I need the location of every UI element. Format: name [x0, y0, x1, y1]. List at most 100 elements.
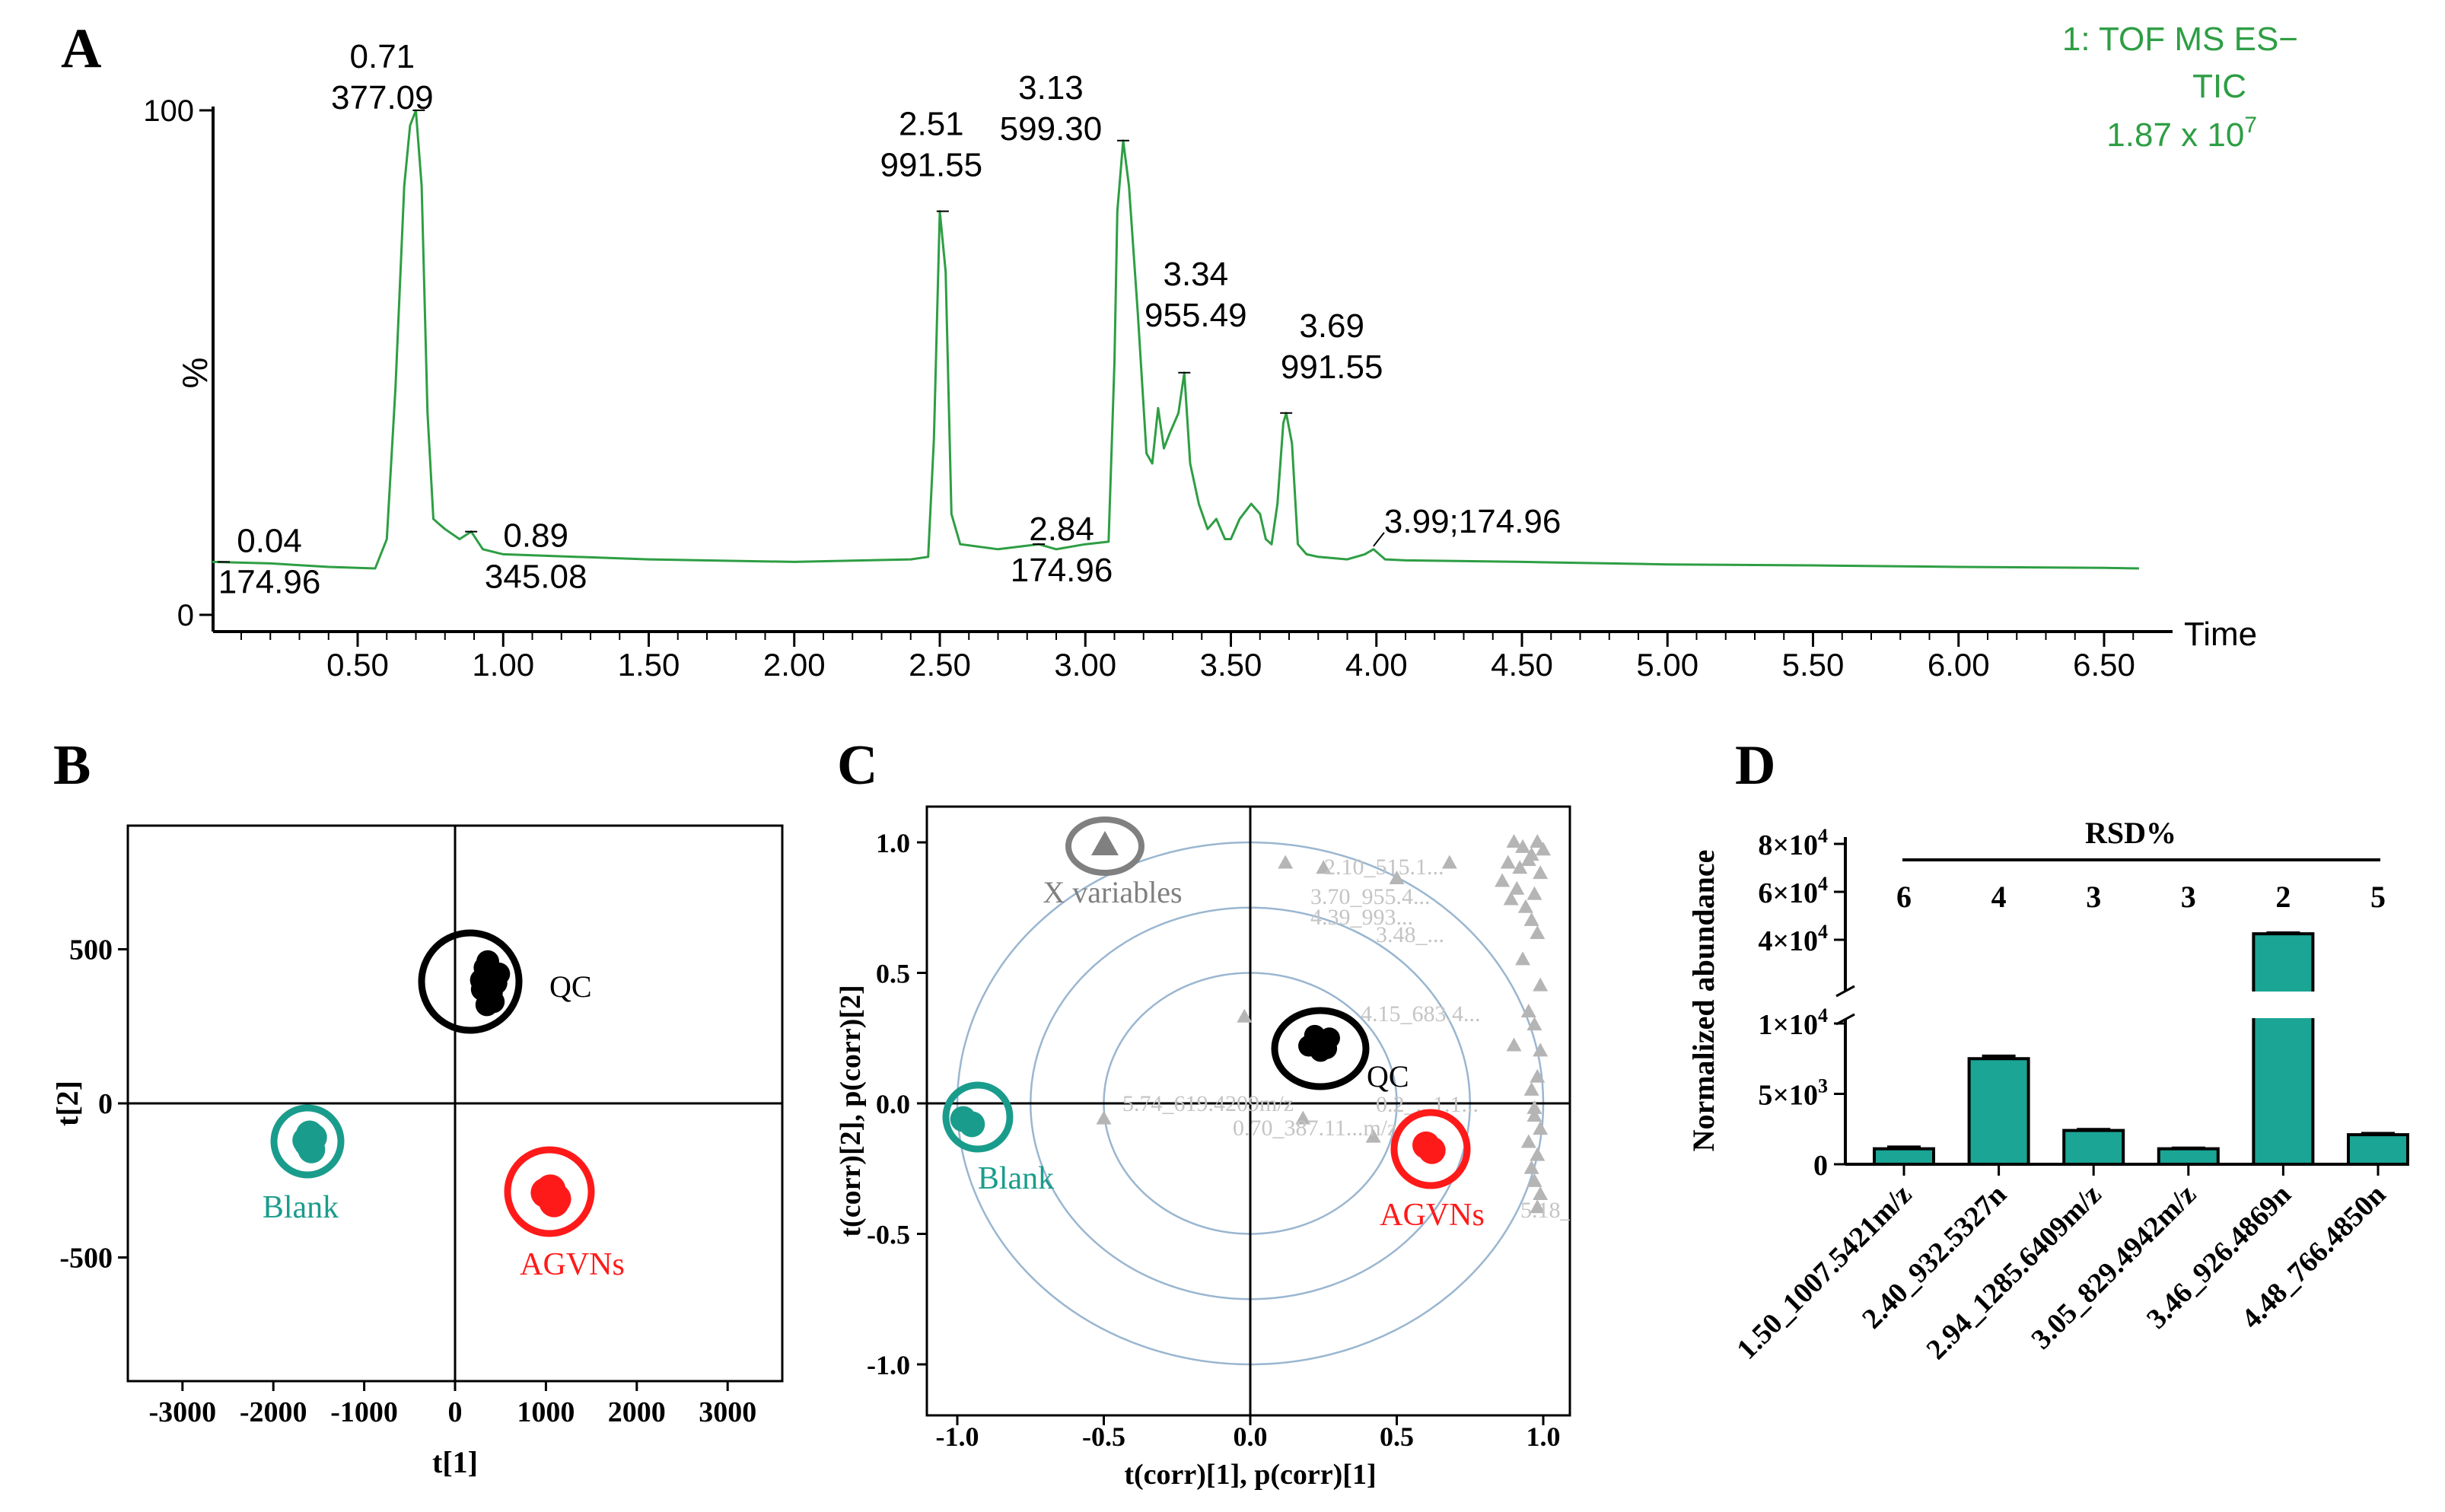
blank-group: Blank — [942, 1081, 1054, 1196]
x-tick-label: 4.00 — [1345, 647, 1408, 683]
variable-label: 4.39_993... — [1310, 905, 1413, 930]
x-variable-markers — [1096, 834, 1551, 1214]
x-variable-marker — [1530, 1199, 1546, 1214]
variable-label: 4.15_683.4... — [1361, 1001, 1481, 1027]
x-variable-marker — [1237, 1008, 1253, 1023]
x-tick-label: 3.50 — [1200, 647, 1262, 683]
peak-mz-label: 991.55 — [880, 147, 983, 184]
blank-group-ring — [270, 1104, 345, 1179]
peak-mz-label: 955.49 — [1145, 297, 1247, 334]
x-variable-marker — [1515, 951, 1531, 966]
blank-point — [959, 1111, 985, 1138]
rsd-value: 5 — [2370, 880, 2386, 914]
x-tick-label: 0 — [448, 1396, 463, 1428]
y-axis-label: Normalized abundance — [1686, 850, 1721, 1152]
x-axis-ticks: 0.50 1.00 1.50 2.00 2.50 3.00 3.50 4.00 4.50 5.00… — [326, 632, 2135, 683]
variable-label: 3.70_955.4... — [1310, 884, 1431, 909]
x-tick-label: 2.00 — [763, 647, 826, 683]
qc-group-ring — [418, 929, 523, 1034]
rsd-values: 6 4 3 3 2 5 — [1896, 880, 2386, 914]
x-variable-marker — [1536, 842, 1551, 856]
panel-label-a: A — [61, 18, 101, 80]
x-tick-label: 1.50 — [618, 647, 680, 683]
category-label: 2.94_1285.6409m/z — [1920, 1179, 2107, 1366]
x-variable-marker — [1527, 886, 1542, 900]
x-variable-marker — [1530, 925, 1546, 940]
rsd-title: RSD% — [2085, 816, 2176, 850]
y-axis-ticks: 0 100 — [143, 94, 213, 632]
variable-label: 2.10_515.1... — [1324, 855, 1444, 880]
qc-group: QC — [418, 929, 592, 1034]
tic-header-line1: 1: TOF MS ES− — [2062, 21, 2298, 58]
x-tick-label: 6.50 — [2073, 647, 2135, 683]
peak-mz-label: 991.55 — [1281, 349, 1383, 386]
peak-mz-label: 345.08 — [485, 559, 587, 596]
peak-rt-label: 0.89 — [503, 517, 568, 555]
y-tick-label: 0 — [1813, 1150, 1828, 1182]
x-variable-marker — [1533, 1186, 1549, 1201]
x-variable-marker — [1533, 865, 1549, 880]
x-tick-label: 0.50 — [326, 647, 389, 683]
peak-mz-label: 174.96 — [218, 563, 321, 600]
y-tick-label: 4×104 — [1758, 921, 1828, 957]
x-variable-marker — [1365, 1128, 1381, 1143]
pca-score-panel: -3000 -2000 -1000 0 1000 2000 3000 -500 0 500 t[1… — [50, 824, 784, 1479]
legend-ring — [1065, 816, 1145, 876]
x-variable-marker — [1520, 1134, 1536, 1148]
axis-break-gap — [2251, 992, 2316, 1018]
qc-point — [487, 962, 511, 985]
x-tick-label: -3000 — [148, 1396, 216, 1428]
x-variables-legend: X variables — [1043, 816, 1183, 909]
x-variable-marker — [1530, 1147, 1546, 1161]
x-variable-marker — [1533, 1042, 1549, 1057]
qc-group-ring — [1271, 1007, 1370, 1090]
y-tick-label: 1×104 — [1758, 1004, 1828, 1041]
bar — [2157, 1147, 2220, 1167]
category-label: 3.05_829.4942m/z — [2025, 1179, 2202, 1356]
blank-group-label: Blank — [263, 1190, 339, 1225]
x-variable-marker — [1533, 1121, 1549, 1135]
x-tick-label: 1000 — [517, 1396, 575, 1428]
y-tick-label: 0 — [177, 599, 194, 632]
peak-rt-label: 3.34 — [1163, 256, 1228, 293]
axis-ticks: -3000 -2000 -1000 0 1000 2000 3000 -500 0 500 — [59, 934, 756, 1429]
peak-rt-label: 3.69 — [1299, 307, 1364, 345]
x-variable-marker — [1515, 839, 1531, 853]
panel-label-d: D — [1735, 734, 1775, 797]
axis-ticks: -1.0 -0.5 0.0 0.5 1.0 -1.0 -0.5 0.0 0.5 1.0 — [867, 828, 1561, 1452]
bars — [1873, 931, 2409, 1176]
x-variable-marker — [1096, 1110, 1112, 1125]
x-tick-label: 4.50 — [1491, 647, 1553, 683]
x-tick-label: 3.00 — [1054, 647, 1116, 683]
qc-points — [470, 950, 511, 1017]
panel-label-c: C — [837, 734, 877, 797]
triangle-icon — [1091, 831, 1119, 855]
y-axis-ticks: 0 5×103 1×104 4×104 6×104 8×104 — [1758, 825, 1855, 1182]
y-tick-label: 100 — [143, 94, 194, 128]
chromatogram-panel: 1: TOF MS ES− TIC 1.87 x 107 % Time 0 100… — [143, 21, 2298, 683]
y-tick-label: -500 — [59, 1243, 113, 1275]
x-variable-marker — [1506, 1037, 1522, 1052]
agvns-points — [1412, 1131, 1446, 1164]
agvns-point — [1418, 1136, 1446, 1164]
peak-rt-label: 2.84 — [1029, 511, 1094, 548]
x-variable-marker — [1520, 1003, 1536, 1017]
rsd-value: 3 — [2086, 880, 2101, 914]
x-variable-marker — [1527, 1173, 1542, 1187]
x-variable-marker — [1520, 852, 1536, 867]
x-variable-marker — [1441, 855, 1457, 869]
x-tick-label: 5.50 — [1782, 647, 1845, 683]
variable-label: 3.48_... — [1376, 922, 1444, 947]
x-tick-label: 2.50 — [909, 647, 971, 683]
legend-label: X variables — [1043, 875, 1182, 909]
blank-point — [292, 1126, 320, 1154]
y-tick-label: -1.0 — [867, 1350, 910, 1380]
x-tick-label: -1000 — [330, 1396, 398, 1428]
agvns-group-label: AGVNs — [520, 1247, 625, 1282]
agvns-group: AGVNs — [504, 1146, 625, 1282]
x-variable-marker — [1533, 977, 1549, 992]
x-variable-marker — [1530, 1068, 1546, 1083]
y-tick-label: 0.0 — [876, 1089, 910, 1119]
tic-header-line3: 1.87 x 107 — [2106, 113, 2257, 154]
